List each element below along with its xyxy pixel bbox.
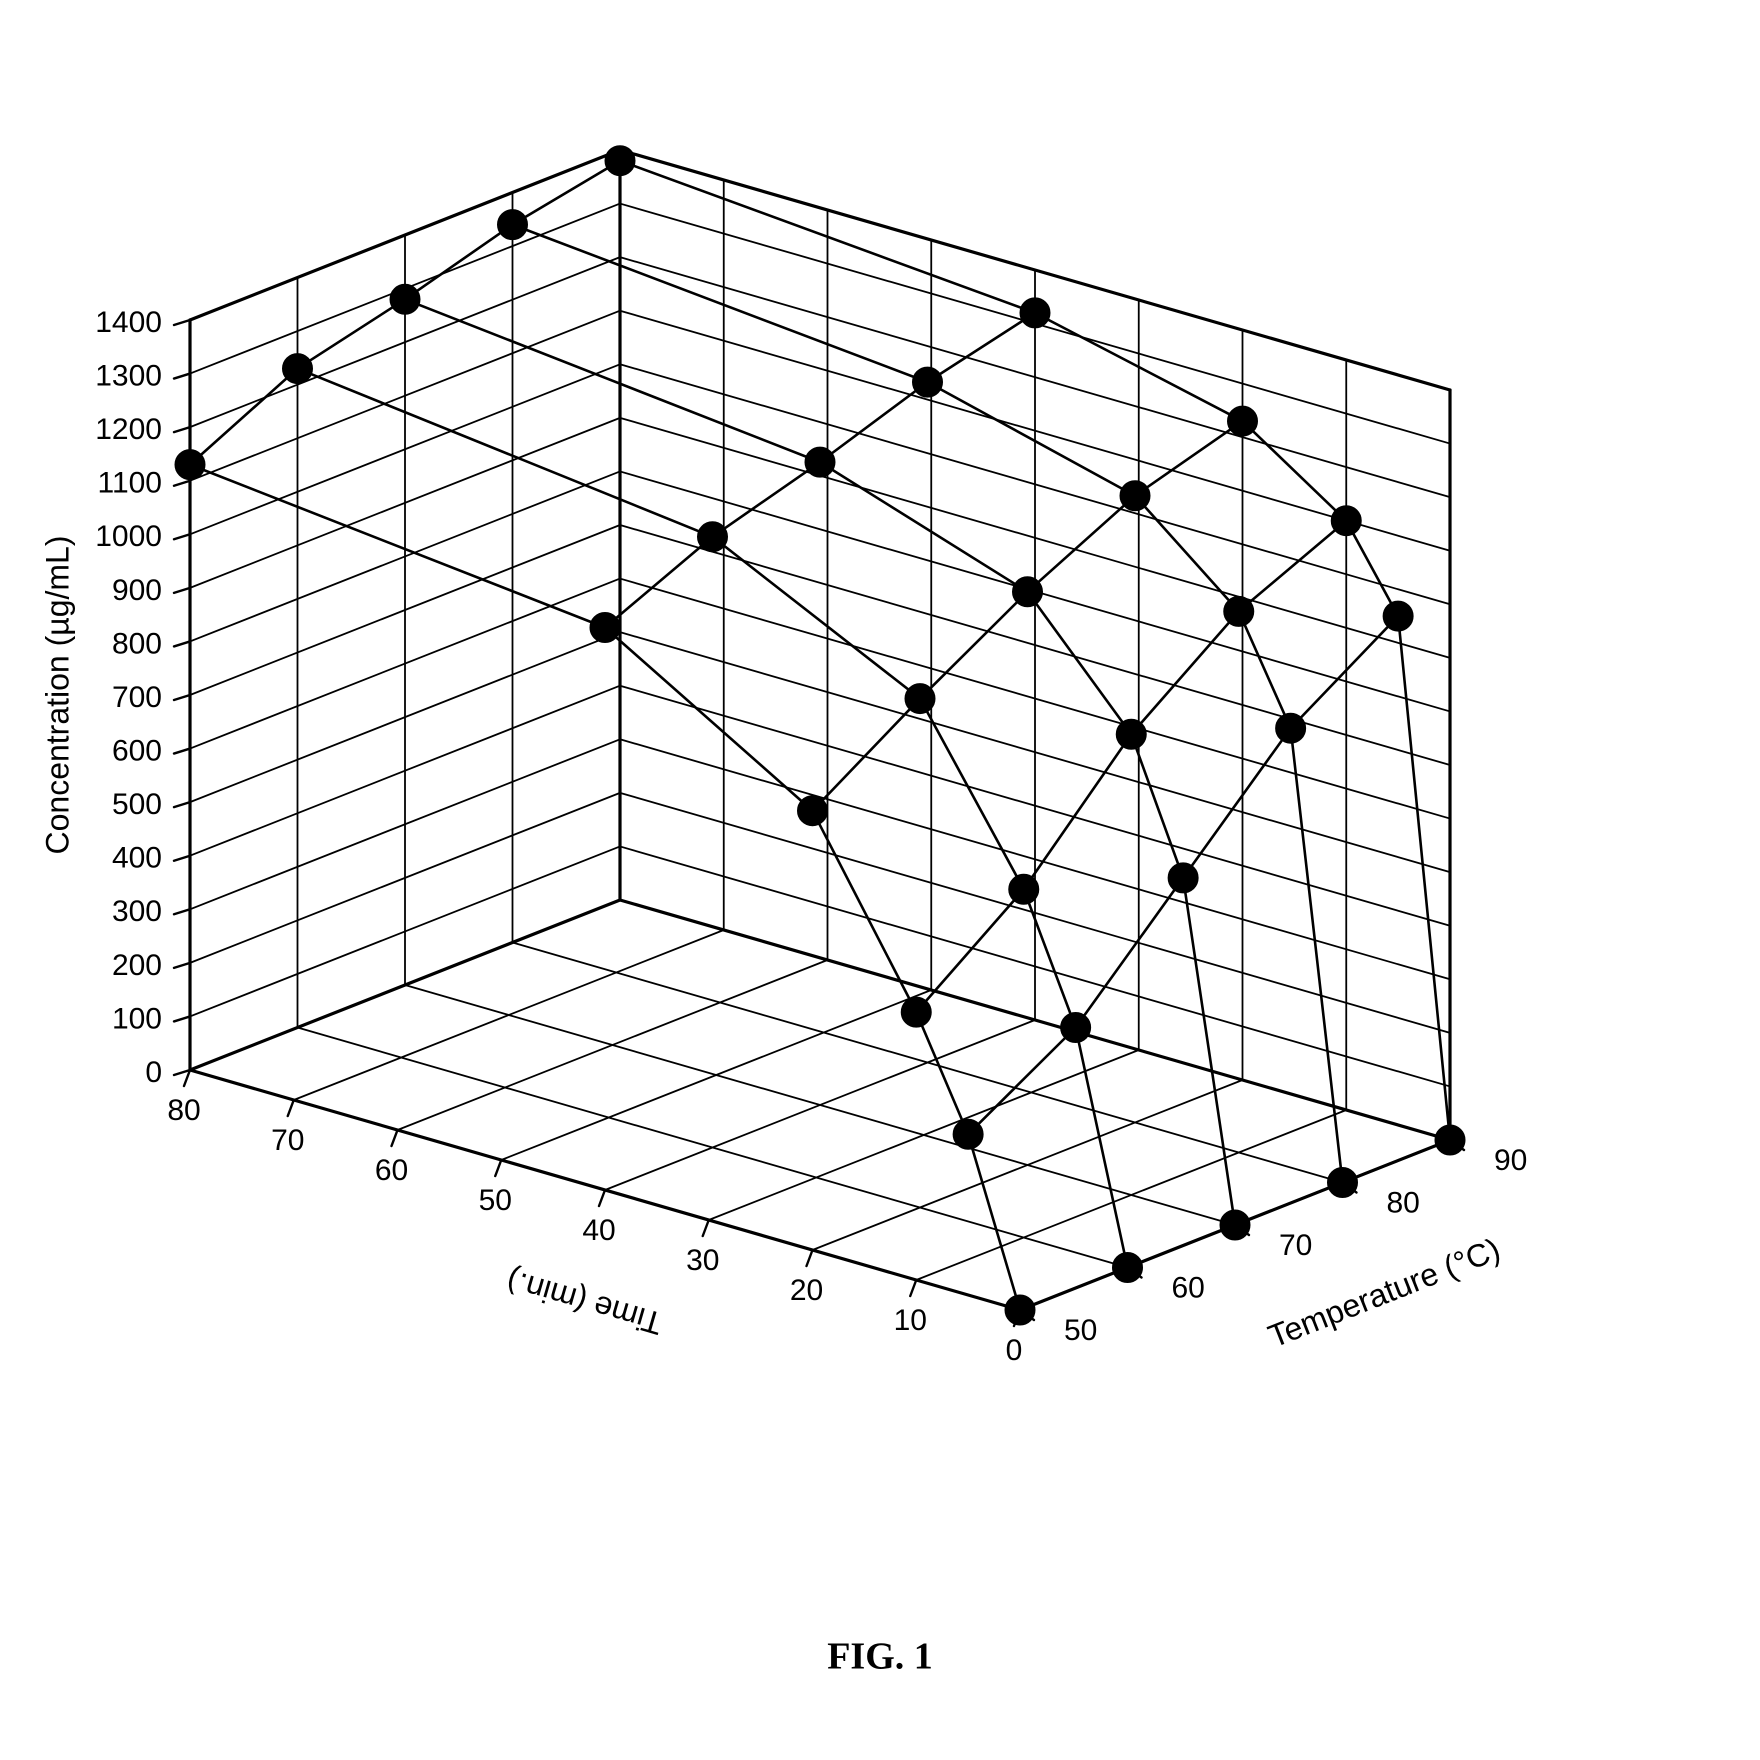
data-point bbox=[698, 522, 728, 552]
z-axis-label: Concentration (µg/mL) bbox=[39, 535, 75, 854]
z-tick-label: 1000 bbox=[95, 520, 162, 553]
z-tick-label: 100 bbox=[112, 1002, 162, 1035]
data-point bbox=[1224, 596, 1254, 626]
data-point bbox=[1113, 1253, 1143, 1283]
data-point bbox=[1168, 863, 1198, 893]
chart-3d: 0100200300400500600700800900100011001200… bbox=[0, 0, 1760, 1760]
x-tick-label: 50 bbox=[479, 1184, 512, 1217]
data-point bbox=[590, 613, 620, 643]
x-tick-label: 70 bbox=[271, 1124, 304, 1157]
y-tick-label: 80 bbox=[1387, 1186, 1420, 1219]
x-tick-label: 30 bbox=[686, 1244, 719, 1277]
data-point bbox=[805, 447, 835, 477]
data-point bbox=[1061, 1013, 1091, 1043]
surface-mesh bbox=[190, 161, 1450, 1310]
figure-caption: FIG. 1 bbox=[827, 1636, 933, 1678]
z-tick-label: 1100 bbox=[97, 467, 162, 500]
y-tick-label: 70 bbox=[1279, 1229, 1312, 1262]
z-tick-label: 900 bbox=[112, 574, 162, 607]
data-point bbox=[498, 210, 528, 240]
data-point bbox=[1013, 577, 1043, 607]
data-point bbox=[1435, 1125, 1465, 1155]
x-tick-label: 0 bbox=[1006, 1334, 1023, 1367]
data-point bbox=[901, 997, 931, 1027]
z-tick-label: 1300 bbox=[95, 359, 162, 392]
z-tick-label: 1400 bbox=[95, 306, 162, 339]
data-point bbox=[605, 146, 635, 176]
data-point bbox=[1220, 1210, 1250, 1240]
data-point bbox=[1276, 713, 1306, 743]
data-point bbox=[953, 1119, 983, 1149]
data-point bbox=[1228, 406, 1258, 436]
z-tick-label: 500 bbox=[112, 788, 162, 821]
z-tick-label: 600 bbox=[112, 734, 162, 767]
x-tick-label: 20 bbox=[790, 1274, 823, 1307]
axes-edges bbox=[174, 150, 1464, 1326]
z-tick-label: 800 bbox=[112, 627, 162, 660]
x-tick-label: 40 bbox=[582, 1214, 615, 1247]
data-point bbox=[175, 450, 205, 480]
z-tick-label: 0 bbox=[145, 1056, 162, 1089]
data-point bbox=[283, 354, 313, 384]
z-tick-label: 200 bbox=[112, 949, 162, 982]
data-point bbox=[1331, 506, 1361, 536]
x-tick-label: 10 bbox=[894, 1304, 927, 1337]
data-point bbox=[1383, 601, 1413, 631]
x-tick-label: 80 bbox=[167, 1094, 200, 1127]
x-tick-label: 60 bbox=[375, 1154, 408, 1187]
data-point bbox=[1020, 298, 1050, 328]
grid bbox=[190, 150, 1450, 1310]
data-point bbox=[1009, 874, 1039, 904]
data-point bbox=[913, 367, 943, 397]
y-tick-label: 50 bbox=[1064, 1314, 1097, 1347]
data-point bbox=[1120, 481, 1150, 511]
data-point bbox=[1005, 1295, 1035, 1325]
z-tick-label: 1200 bbox=[95, 413, 162, 446]
z-tick-label: 700 bbox=[112, 681, 162, 714]
z-tick-label: 400 bbox=[112, 842, 162, 875]
data-point bbox=[390, 284, 420, 314]
data-point bbox=[905, 684, 935, 714]
data-point bbox=[798, 796, 828, 826]
data-point bbox=[1328, 1168, 1358, 1198]
y-tick-label: 60 bbox=[1172, 1271, 1205, 1304]
y-tick-label: 90 bbox=[1494, 1144, 1527, 1177]
data-point bbox=[1116, 719, 1146, 749]
z-tick-label: 300 bbox=[112, 895, 162, 928]
figure-container: 0100200300400500600700800900100011001200… bbox=[0, 0, 1760, 1760]
x-axis-label: Time (min.) bbox=[502, 1263, 666, 1342]
